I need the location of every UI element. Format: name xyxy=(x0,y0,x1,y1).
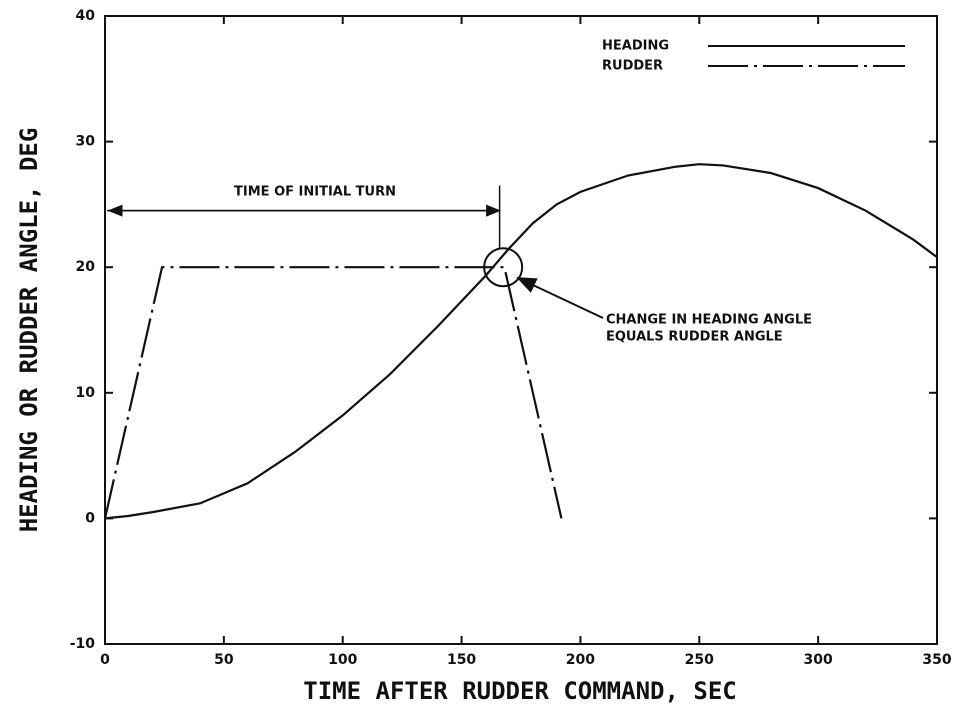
plot-frame xyxy=(104,15,938,645)
series-line xyxy=(104,163,938,520)
y-tick-label: 40 xyxy=(76,8,96,24)
x-tick-label: 150 xyxy=(447,652,476,668)
x-tick-label: 250 xyxy=(685,652,714,668)
y-tick-label: -10 xyxy=(70,636,96,652)
y-tick-label: 0 xyxy=(85,510,95,526)
annotation: EQUALS RUDDER ANGLE xyxy=(606,330,783,345)
y-tick-label: 30 xyxy=(76,134,96,150)
x-tick-label: 100 xyxy=(328,652,357,668)
y-tick-label: 10 xyxy=(76,385,96,401)
y-axis-label: HEADING OR RUDDER ANGLE, DEG xyxy=(15,128,43,533)
annotation-circle xyxy=(483,247,524,288)
series-line xyxy=(103,266,563,519)
x-tick-label: 200 xyxy=(566,652,595,668)
annotation: CHANGE IN HEADING ANGLE xyxy=(606,313,812,328)
y-tick-label: 20 xyxy=(76,259,96,275)
x-tick-label: 300 xyxy=(804,652,833,668)
annotation-arrow xyxy=(516,277,604,319)
x-tick-label: 50 xyxy=(214,652,234,668)
x-tick-label: 0 xyxy=(100,652,110,668)
legend-label: RUDDER xyxy=(602,59,663,74)
x-tick-label: 350 xyxy=(922,652,951,668)
x-axis-label: TIME AFTER RUDDER COMMAND, SEC xyxy=(303,677,736,705)
annotation: TIME OF INITIAL TURN xyxy=(234,185,396,200)
legend-label: HEADING xyxy=(602,39,669,54)
